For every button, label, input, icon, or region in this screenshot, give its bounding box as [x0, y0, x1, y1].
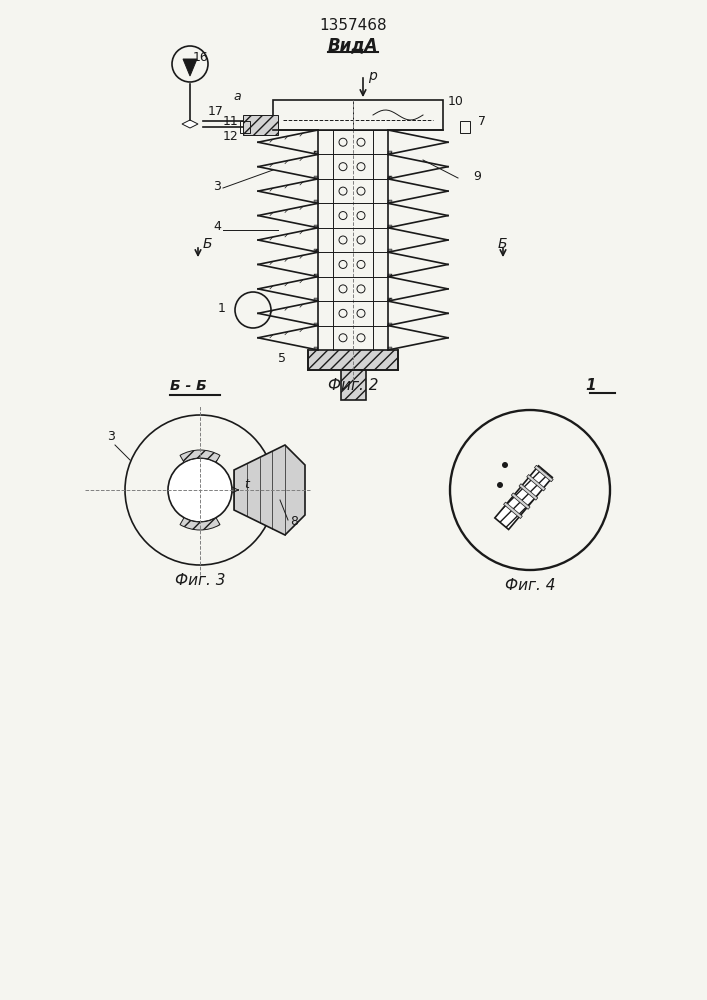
Text: 1357468: 1357468	[319, 17, 387, 32]
Bar	[273, 100, 443, 130]
Polygon shape	[234, 445, 305, 535]
Text: t: t	[244, 478, 249, 491]
Text: a: a	[233, 90, 240, 103]
Text: 5: 5	[278, 352, 286, 365]
Text: Б: Б	[498, 237, 508, 251]
Circle shape	[502, 462, 508, 468]
Bar	[388, 298, 392, 301]
Bar	[314, 298, 318, 301]
Bar	[388, 347, 392, 350]
Bar	[460, 121, 470, 133]
Bar	[388, 176, 392, 179]
Text: 1: 1	[218, 302, 226, 315]
Bar	[388, 151, 392, 154]
Bar	[519, 484, 538, 500]
Bar	[388, 200, 392, 203]
Text: Фиг. 3: Фиг. 3	[175, 573, 226, 588]
Text: 3: 3	[107, 430, 115, 443]
Bar	[314, 323, 318, 326]
Text: Фиг. 2: Фиг. 2	[328, 377, 378, 392]
Text: 3: 3	[213, 180, 221, 193]
Bar	[341, 370, 366, 400]
Text: 10: 10	[448, 95, 464, 108]
Circle shape	[497, 482, 503, 488]
Text: 17: 17	[208, 105, 224, 118]
Bar	[314, 151, 318, 154]
Text: 9: 9	[473, 170, 481, 183]
Wedge shape	[180, 450, 220, 462]
Bar	[314, 249, 318, 252]
Wedge shape	[180, 518, 220, 530]
Bar	[495, 466, 552, 529]
Bar	[314, 225, 318, 228]
Bar	[314, 200, 318, 203]
Bar	[388, 323, 392, 326]
Text: Б: Б	[203, 237, 213, 251]
Bar	[534, 465, 553, 482]
Text: 4: 4	[213, 220, 221, 233]
Bar	[388, 249, 392, 252]
Text: 1: 1	[585, 378, 595, 393]
Bar	[511, 493, 530, 509]
Bar	[527, 475, 546, 491]
Bar	[314, 347, 318, 350]
Text: р: р	[368, 69, 377, 83]
Text: Фиг. 4: Фиг. 4	[505, 578, 555, 593]
Text: 11: 11	[223, 115, 239, 128]
Bar	[243, 115, 278, 135]
Bar	[240, 121, 250, 133]
Text: 12: 12	[223, 130, 239, 143]
Bar	[388, 225, 392, 228]
Text: 16: 16	[193, 51, 209, 64]
Bar	[314, 176, 318, 179]
Circle shape	[168, 458, 232, 522]
Bar	[308, 350, 398, 370]
Bar	[388, 274, 392, 277]
Text: Б - Б: Б - Б	[170, 379, 206, 393]
Text: 7: 7	[478, 115, 486, 128]
Text: 8: 8	[290, 515, 298, 528]
Polygon shape	[183, 59, 197, 76]
Text: ВидА: ВидА	[328, 36, 378, 54]
Bar	[314, 274, 318, 277]
Bar	[503, 502, 522, 519]
Polygon shape	[182, 120, 198, 128]
